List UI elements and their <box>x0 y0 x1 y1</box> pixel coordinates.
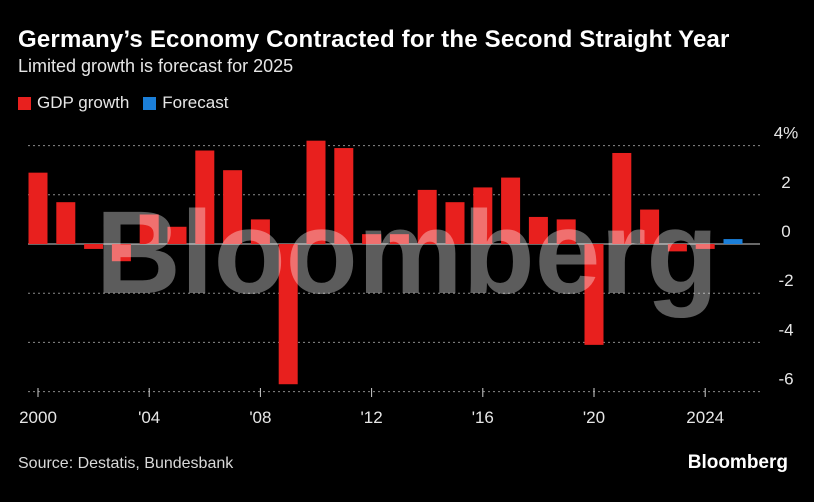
gdp-bar-2020 <box>584 244 604 345</box>
legend-item-forecast: Forecast <box>143 93 228 113</box>
gdp-bar-2024 <box>695 244 715 249</box>
gdp-bar-2013 <box>389 234 409 244</box>
brand-logo: Bloomberg <box>687 452 788 473</box>
legend-label-forecast: Forecast <box>162 93 229 112</box>
x-tick-label: '04 <box>138 408 160 427</box>
gdp-bar-2015 <box>445 202 465 244</box>
source-note: Source: Destatis, Bundesbank <box>18 455 234 472</box>
forecast-bar-2025 <box>723 239 743 244</box>
gdp-bar-2012 <box>362 234 382 244</box>
x-tick-label: '16 <box>472 408 494 427</box>
gdp-bar-2004 <box>139 214 159 244</box>
legend-swatch-gdp-growth <box>18 96 31 110</box>
y-tick-label: 4% <box>774 124 799 143</box>
gdp-bar-2017 <box>501 177 521 244</box>
gdp-bar-2000 <box>28 172 48 244</box>
gdp-bar-2008 <box>250 219 270 244</box>
gdp-bar-2019 <box>556 219 576 244</box>
bloomberg-watermark: Bloomberg <box>96 187 719 319</box>
y-tick-label: -2 <box>778 271 793 290</box>
legend-item-gdp-growth: GDP growth <box>18 93 129 113</box>
gdp-bar-2022 <box>640 209 660 244</box>
gdp-bar-2014 <box>417 189 437 244</box>
gdp-bar-2006 <box>195 150 215 244</box>
y-tick-label: -4 <box>778 320 793 339</box>
legend-swatch-forecast <box>143 96 157 110</box>
gdp-bar-2011 <box>334 148 354 244</box>
chart-title: Germany’s Economy Contracted for the Sec… <box>18 26 730 53</box>
gdp-bar-2018 <box>528 216 548 244</box>
gdp-bar-2021 <box>612 152 632 244</box>
x-tick-label: '08 <box>249 408 271 427</box>
axes: 4% 2 0 -2 -4 -6 2000 '04 '08 '12 '16 '20 2024 <box>19 124 798 427</box>
x-tick-label: '20 <box>583 408 605 427</box>
y-tick-label: 2 <box>781 173 790 192</box>
x-tick-label: '12 <box>361 408 383 427</box>
x-tick-label: 2000 <box>19 408 57 427</box>
x-tick-label: 2024 <box>686 408 724 427</box>
gdp-bar-2003 <box>111 244 131 262</box>
gdp-bar-2010 <box>306 140 326 244</box>
gdp-bar-2009 <box>278 244 298 385</box>
chart-subtitle: Limited growth is forecast for 2025 <box>18 56 294 76</box>
gdp-bar-2001 <box>56 202 76 244</box>
legend-label-gdp-growth: GDP growth <box>37 93 130 112</box>
gdp-bar-2007 <box>223 170 243 244</box>
gdp-bar-2016 <box>473 187 493 244</box>
gdp-bar-2023 <box>667 244 687 252</box>
y-tick-label: 0 <box>781 222 790 241</box>
gdp-bar-2005 <box>167 226 187 244</box>
gdp-bar-2002 <box>84 244 104 249</box>
bars <box>28 140 743 385</box>
y-tick-label: -6 <box>778 370 793 389</box>
chart-legend: GDP growth Forecast <box>18 93 242 113</box>
